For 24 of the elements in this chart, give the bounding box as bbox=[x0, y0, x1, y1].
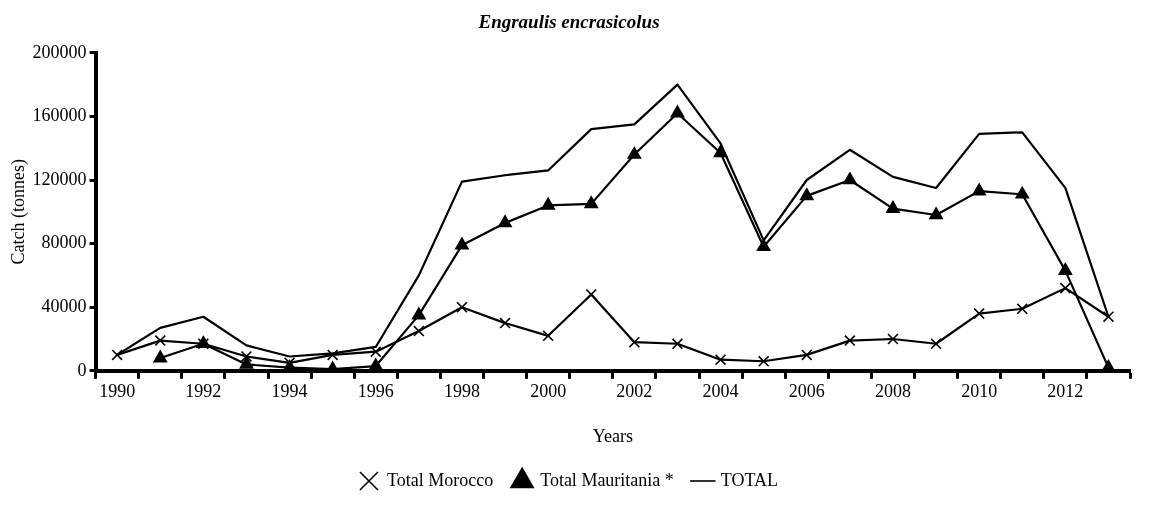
x-tick-label: 1990 bbox=[99, 381, 136, 402]
x-tick-label: 2004 bbox=[702, 381, 739, 402]
legend-label: Total Mauritania * bbox=[540, 469, 674, 490]
y-tick-label: 160000 bbox=[32, 105, 87, 126]
x-tick-label: 1998 bbox=[443, 381, 480, 402]
y-tick-label: 80000 bbox=[41, 232, 87, 253]
x-axis-title: Years bbox=[592, 425, 633, 446]
y-tick-label: 120000 bbox=[32, 168, 87, 189]
x-tick-label: 2010 bbox=[961, 381, 998, 402]
y-tick-label: 0 bbox=[77, 359, 87, 380]
y-tick-label: 40000 bbox=[41, 295, 87, 316]
x-tick-label: 2006 bbox=[788, 381, 825, 402]
x-tick-label: 2000 bbox=[530, 381, 567, 402]
y-axis-title: Catch (tonnes) bbox=[7, 159, 29, 265]
chart-title: Engraulis encrasicolus bbox=[477, 11, 660, 33]
x-tick-label: 1994 bbox=[271, 381, 308, 402]
x-tick-label: 1996 bbox=[357, 381, 394, 402]
x-tick-label: 2002 bbox=[616, 381, 653, 402]
legend-label: TOTAL bbox=[720, 469, 779, 490]
y-tick-label: 200000 bbox=[32, 41, 87, 62]
x-tick-label: 2008 bbox=[874, 381, 911, 402]
legend-label: Total Morocco bbox=[386, 469, 494, 490]
x-tick-label: 1992 bbox=[185, 381, 222, 402]
x-tick-label: 2012 bbox=[1047, 381, 1084, 402]
